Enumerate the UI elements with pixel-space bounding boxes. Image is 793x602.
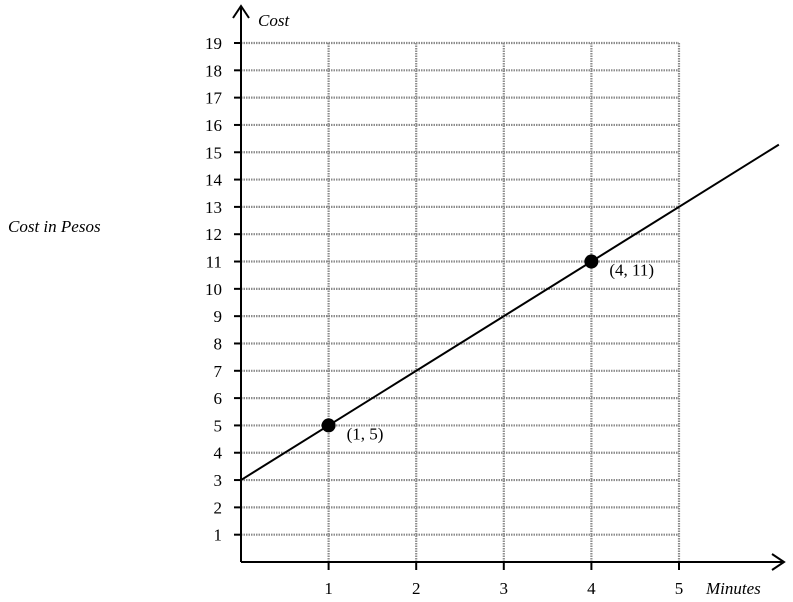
y-tick-label: 16 bbox=[205, 116, 222, 135]
side-axis-label: Cost in Pesos bbox=[8, 217, 101, 236]
y-tick-label: 9 bbox=[214, 307, 223, 326]
y-axis-arrow bbox=[232, 4, 250, 19]
y-tick-label: 13 bbox=[205, 198, 222, 217]
y-tick-label: 2 bbox=[214, 498, 223, 517]
data-point-label: (1, 5) bbox=[347, 424, 384, 443]
y-tick-label: 12 bbox=[205, 225, 222, 244]
y-axis-title: Cost bbox=[258, 11, 290, 30]
data-point bbox=[321, 418, 336, 433]
data-point bbox=[584, 254, 599, 269]
x-tick-label: 2 bbox=[412, 579, 421, 598]
x-axis-arrow bbox=[771, 553, 786, 571]
y-tick-label: 3 bbox=[214, 471, 223, 490]
x-tick-label: 4 bbox=[587, 579, 596, 598]
x-axis-title: Minutes bbox=[705, 579, 761, 598]
y-tick-label: 17 bbox=[205, 89, 223, 108]
axes bbox=[232, 4, 786, 571]
y-tick-label: 10 bbox=[205, 280, 222, 299]
y-tick-label: 15 bbox=[205, 143, 222, 162]
y-tick-label: 11 bbox=[206, 253, 222, 272]
plot-area: (1, 5) (4, 11) bbox=[240, 143, 780, 481]
y-tick-label: 19 bbox=[205, 34, 222, 53]
y-tick-label: 7 bbox=[214, 362, 223, 381]
y-tick-label: 5 bbox=[214, 416, 223, 435]
y-tick-label: 14 bbox=[205, 171, 223, 190]
x-tick-label: 3 bbox=[500, 579, 509, 598]
cost-line bbox=[240, 143, 780, 481]
grid bbox=[241, 41, 681, 562]
y-tick-label: 18 bbox=[205, 61, 222, 80]
y-tick-label: 6 bbox=[214, 389, 223, 408]
y-tick-label: 1 bbox=[214, 526, 223, 545]
y-tick-label: 8 bbox=[214, 334, 223, 353]
x-tick-label: 1 bbox=[324, 579, 333, 598]
y-tick-label: 4 bbox=[214, 444, 223, 463]
data-point-label: (4, 11) bbox=[609, 261, 654, 280]
x-tick-label: 5 bbox=[675, 579, 684, 598]
